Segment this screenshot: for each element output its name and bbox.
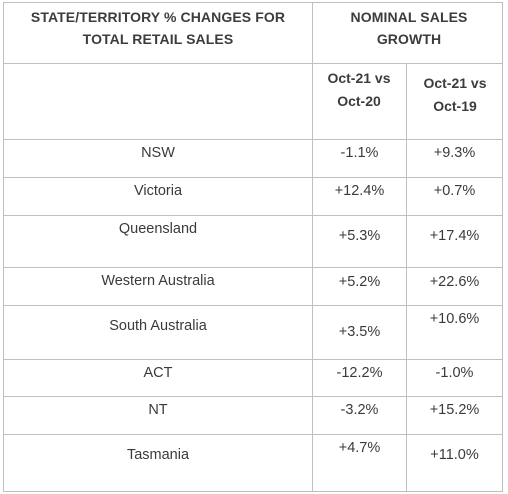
col-oct21-vs-oct19-header: Oct-21 vs Oct-19: [423, 75, 487, 114]
western-australia-oct20: +5.2%: [338, 274, 381, 290]
queensland-oct19: +17.4%: [429, 228, 480, 244]
col-oct21-vs-oct20-header: Oct-21 vs Oct-20: [327, 70, 391, 109]
nsw-oct19: +9.3%: [433, 145, 476, 161]
state-act: ACT: [143, 365, 173, 381]
act-oct19: -1.0%: [435, 365, 474, 381]
row-divider: [4, 434, 502, 435]
row-divider: [4, 396, 502, 397]
tasmania-oct20: +4.7%: [338, 440, 381, 456]
row-divider: [4, 177, 502, 178]
state-nt: NT: [148, 402, 168, 418]
row-divider: [4, 215, 502, 216]
south-australia-oct19: +10.6%: [429, 311, 480, 327]
state-victoria: Victoria: [133, 183, 183, 199]
queensland-oct20: +5.3%: [338, 228, 381, 244]
state-western-australia: Western Australia: [101, 273, 215, 289]
nt-oct20: -3.2%: [340, 402, 379, 418]
row-divider: [4, 139, 502, 140]
south-australia-oct20: +3.5%: [338, 324, 381, 340]
row-divider: [4, 63, 502, 64]
retail-sales-table: STATE/TERRITORY % CHANGES FOR TOTAL RETA…: [3, 2, 503, 492]
victoria-oct20: +12.4%: [334, 183, 385, 199]
western-australia-oct19: +22.6%: [429, 274, 480, 290]
nt-oct19: +15.2%: [429, 402, 480, 418]
table-title: STATE/TERRITORY % CHANGES FOR TOTAL RETA…: [30, 9, 286, 47]
row-divider: [4, 359, 502, 360]
column-divider: [406, 63, 407, 491]
nsw-oct20: -1.1%: [340, 145, 379, 161]
state-south-australia: South Australia: [109, 318, 207, 334]
state-nsw: NSW: [141, 145, 175, 161]
state-tasmania: Tasmania: [126, 447, 190, 463]
tasmania-oct19: +11.0%: [430, 447, 479, 463]
victoria-oct19: +0.7%: [433, 183, 476, 199]
row-divider: [4, 267, 502, 268]
state-queensland: Queensland: [118, 221, 198, 237]
act-oct20: -12.2%: [336, 365, 383, 381]
nominal-growth-header: NOMINAL SALES GROWTH: [350, 9, 468, 47]
column-divider: [312, 3, 313, 491]
row-divider: [4, 305, 502, 306]
